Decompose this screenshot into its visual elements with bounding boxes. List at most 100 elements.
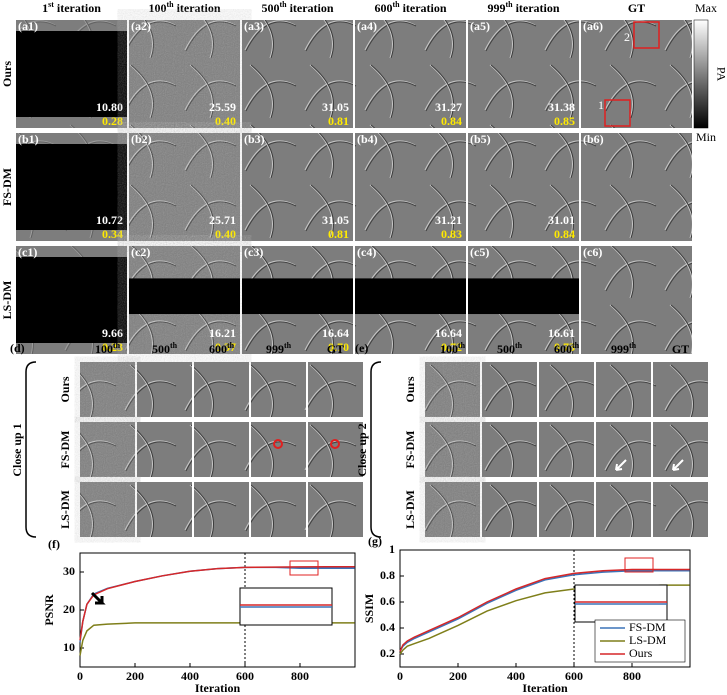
series-line [79, 565, 355, 641]
header-part: th [458, 341, 466, 350]
legend-label: FS-DM [629, 620, 666, 634]
psnr-value: 31.38 [548, 100, 575, 114]
image-texture [482, 482, 537, 537]
panel-label: (a6) [583, 19, 603, 33]
column-header: 600th [209, 341, 235, 356]
y-tick-label: 1 [389, 542, 395, 556]
image-texture [581, 20, 692, 128]
column-header: 500th [497, 341, 523, 356]
zoom-box [624, 557, 654, 573]
header-part: 600 [374, 1, 392, 15]
image-noise [129, 133, 240, 241]
colorbar-min: Min [696, 130, 716, 144]
column-header: 100th iteration [148, 0, 220, 15]
header-part: iteration [513, 1, 560, 15]
header-part: th [284, 341, 292, 350]
ssim-value: 0.81 [328, 227, 349, 241]
column-header: 999th iteration [487, 0, 559, 15]
row-label: FS-DM [403, 431, 417, 469]
header-part: iteration [400, 1, 447, 15]
image-texture [308, 422, 363, 477]
image-noise [425, 422, 480, 477]
y-tick-label: 0.2 [380, 646, 395, 660]
image-texture [137, 422, 192, 477]
header-part: 100 [148, 1, 166, 15]
image-texture [137, 362, 192, 417]
image-dark [16, 144, 127, 230]
psnr-value: 31.27 [435, 100, 462, 114]
header-part: 600 [554, 342, 572, 356]
column-header: 1st iteration [42, 0, 101, 15]
panel-label: (a1) [18, 19, 38, 33]
image-noise [129, 20, 240, 128]
ssim-value: 0.34 [102, 227, 123, 241]
psnr-value: 31.05 [322, 100, 349, 114]
header-part: GT [327, 342, 344, 356]
image-texture [355, 20, 466, 128]
series-line [399, 568, 690, 652]
highlight [330, 439, 340, 449]
panel-label: (b2) [131, 132, 152, 146]
x-tick-label: 600 [565, 669, 583, 683]
panel-label: (a2) [131, 19, 151, 33]
closeup-title: Close up 2 [355, 423, 369, 476]
header-part: iteration [54, 1, 101, 15]
row-label: Ours [403, 376, 417, 402]
panel-label: (c6) [583, 245, 602, 259]
x-tick-label: 200 [449, 669, 467, 683]
header-part: 999 [266, 342, 284, 356]
image-dark [129, 278, 240, 315]
header-part: th [572, 341, 580, 350]
x-tick-label: 800 [291, 669, 309, 683]
image-texture [539, 482, 594, 537]
y-tick-label: 0.4 [380, 620, 395, 634]
row-label: FS-DM [0, 168, 14, 206]
panel-label: (c4) [357, 245, 376, 259]
psnr-value: 10.72 [96, 213, 123, 227]
zoom-marker: 2 [624, 30, 630, 44]
colorbar [693, 19, 709, 129]
y-axis-label: SSIM [362, 594, 376, 623]
panel-label: (b1) [18, 132, 39, 146]
column-header: GT [628, 1, 645, 15]
image-texture [242, 133, 353, 241]
psnr-value: 25.71 [209, 213, 236, 227]
header-part: 999 [487, 1, 505, 15]
ssim-value: 0.72 [441, 340, 462, 354]
ssim-value: 0.83 [441, 227, 462, 241]
y-tick-label: 0.8 [380, 568, 395, 582]
header-part: 100 [95, 342, 113, 356]
header-part: th [515, 341, 523, 350]
image-texture [581, 133, 692, 241]
bracket [370, 361, 382, 538]
image-texture [653, 362, 708, 417]
ssim-value: 0.40 [215, 114, 236, 128]
plot-frame [399, 549, 691, 668]
image-texture [251, 422, 306, 477]
panel-label: (c1) [18, 245, 37, 259]
image-noise [80, 482, 135, 537]
zoom-marker: 1 [598, 98, 604, 112]
image-texture [653, 422, 708, 477]
image-dark [355, 278, 466, 315]
image-texture [194, 482, 249, 537]
header-part: GT [672, 342, 689, 356]
psnr-value: 31.01 [548, 213, 575, 227]
zoom-box [289, 560, 319, 576]
x-tick-label: 0 [77, 669, 83, 683]
image-texture [581, 246, 692, 354]
ssim-value: 0.70 [328, 340, 349, 354]
row-label: LS-DM [403, 490, 417, 529]
header-part: GT [628, 1, 645, 15]
series-line [399, 570, 690, 652]
image-dark [242, 278, 353, 315]
colorbar-max: Max [695, 1, 717, 15]
panel-label: (c2) [131, 245, 150, 259]
header-part: st [48, 0, 54, 9]
header-part: 600 [209, 342, 227, 356]
legend-label: Ours [629, 646, 653, 660]
panel-label: (b4) [357, 132, 378, 146]
header-part: th [113, 341, 121, 350]
